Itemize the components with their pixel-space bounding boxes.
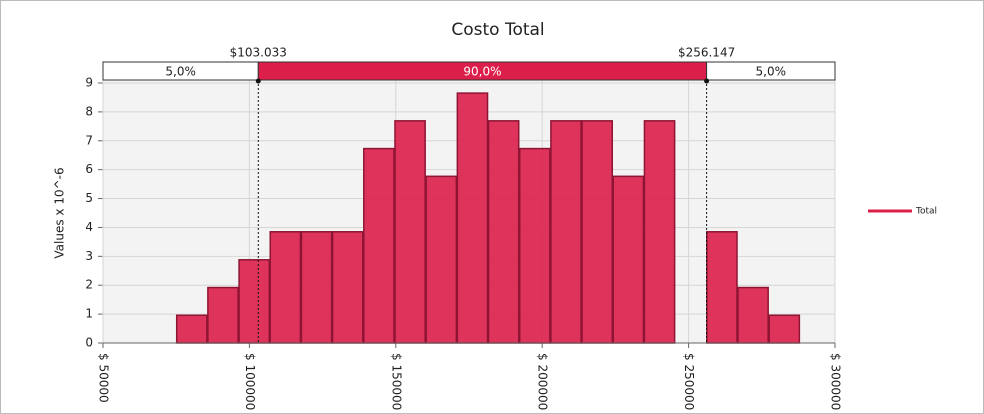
bar [394, 120, 426, 344]
band-label: 5,0% [756, 65, 787, 79]
bar [737, 286, 769, 344]
y-tick-label: 1 [85, 307, 93, 321]
bar [643, 120, 676, 344]
bar [768, 314, 801, 344]
bar [331, 231, 364, 344]
y-tick-label: 9 [85, 76, 93, 90]
band-label: 90,0% [463, 65, 501, 79]
bar [363, 147, 395, 344]
bar [518, 147, 551, 344]
bar [425, 175, 458, 344]
bar [706, 231, 738, 344]
x-tick-label: $ 300000 [829, 353, 843, 410]
legend-label: Total [915, 207, 937, 217]
band [706, 61, 836, 81]
y-tick-label: 4 [85, 220, 93, 234]
bar [300, 231, 333, 344]
delimiter-label: $103.033 [230, 46, 287, 60]
bar [238, 259, 270, 344]
bar [550, 120, 582, 344]
chart-title: Costo Total [451, 20, 544, 40]
y-tick-label: 6 [85, 162, 93, 176]
bar [581, 120, 614, 344]
y-tick-label: 3 [85, 249, 93, 263]
y-tick-label: 7 [85, 133, 93, 147]
y-tick-label: 8 [85, 104, 93, 118]
bar [269, 231, 302, 344]
bar [487, 120, 520, 344]
bar [175, 314, 208, 344]
x-tick-label: $ 100000 [243, 353, 257, 410]
x-tick-label: $ 200000 [536, 353, 550, 410]
x-tick-label: $ 250000 [682, 353, 696, 410]
x-tick-label: $ 50000 [97, 353, 111, 403]
bar [456, 92, 489, 344]
bar [207, 286, 239, 344]
y-axis-label: Values x 10^-6 [53, 167, 67, 258]
y-tick-label: 5 [85, 191, 93, 205]
delimiter-label: $256.147 [678, 46, 735, 60]
bar [612, 175, 645, 344]
delimiter-dot [704, 78, 710, 84]
y-tick-label: 2 [85, 278, 93, 292]
delimiter-dot [255, 78, 261, 84]
band-label: 5,0% [165, 65, 196, 79]
x-tick-label: $ 150000 [389, 353, 403, 410]
y-tick-label: 0 [85, 336, 93, 350]
